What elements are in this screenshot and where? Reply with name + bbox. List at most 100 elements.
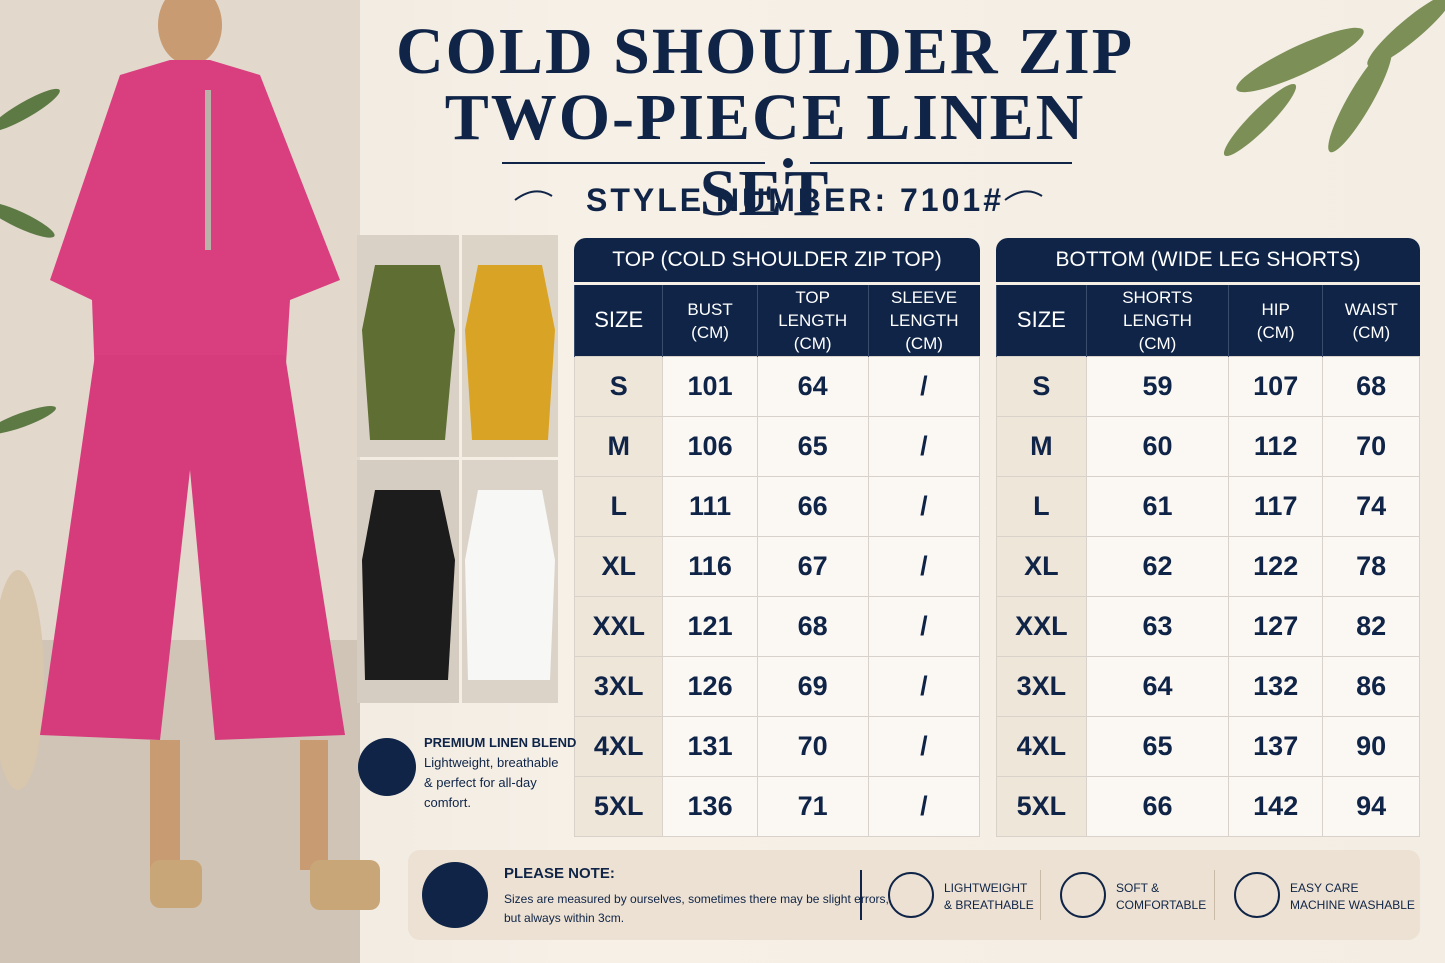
divider bbox=[502, 158, 1072, 201]
size-cell: XXL bbox=[996, 596, 1087, 657]
size-cell: M bbox=[573, 416, 664, 477]
table-title: TOP (COLD SHOULDER ZIP TOP) bbox=[574, 238, 980, 282]
size-table: TOP (COLD SHOULDER ZIP TOP) SIZE BUST (CM) T… bbox=[573, 238, 981, 837]
feature-title: PREMIUM LINEN BLEND bbox=[424, 735, 577, 750]
cell: 142 bbox=[1228, 776, 1324, 837]
badge-text: SOFT & bbox=[1116, 881, 1160, 895]
header-text: BUST bbox=[687, 299, 733, 319]
note-title: PLEASE NOTE: bbox=[504, 865, 615, 882]
badge-text: EASY CARE bbox=[1290, 881, 1359, 895]
badge: LIGHTWEIGHT & BREATHABLE bbox=[944, 880, 1034, 914]
cell: / bbox=[867, 416, 981, 477]
size-table: BOTTOM (WIDE LEG SHORTS) SIZE SHORTS LENGT… bbox=[996, 238, 1420, 837]
cell: 70 bbox=[756, 716, 869, 777]
column-header: SIZE bbox=[996, 285, 1087, 357]
row: 4XL 131 70/ bbox=[573, 716, 981, 777]
column-header: BUST (CM) bbox=[662, 285, 758, 357]
cell: 66 bbox=[756, 476, 869, 537]
size-cell: 5XL bbox=[996, 776, 1087, 837]
cell: / bbox=[867, 716, 981, 777]
feature-icon bbox=[358, 738, 416, 796]
size-cell: 5XL bbox=[573, 776, 664, 837]
cell: 69 bbox=[756, 656, 869, 717]
cell: 86 bbox=[1322, 656, 1420, 717]
row: 5XL 136 71/ bbox=[573, 776, 981, 837]
size-cell: M bbox=[996, 416, 1087, 477]
badge: SOFT & COMFORTABLE bbox=[1116, 880, 1206, 914]
cell: 122 bbox=[1228, 536, 1324, 597]
header-row: SIZE SHORTS LENGTH (CM) HIP (CM) WAIST (CM) bbox=[996, 285, 1420, 357]
separator bbox=[1040, 870, 1041, 920]
cell: 64 bbox=[1085, 656, 1230, 717]
note-line: Sizes are measured by ourselves, sometim… bbox=[504, 892, 889, 906]
row: XL 62 122 78 bbox=[996, 536, 1420, 597]
cell: / bbox=[867, 536, 981, 597]
vase bbox=[0, 570, 44, 790]
size-cell: XL bbox=[996, 536, 1087, 597]
cell: 59 bbox=[1085, 356, 1230, 417]
row: 3XL 126 69/ bbox=[573, 656, 981, 717]
header-text: SLEEVE bbox=[890, 288, 958, 307]
badge-icon bbox=[888, 872, 934, 918]
row: M 106 65/ bbox=[573, 416, 981, 477]
note-icon bbox=[422, 862, 488, 928]
cell: 74 bbox=[1322, 476, 1420, 537]
cell: 82 bbox=[1322, 596, 1420, 657]
header-text: (CM) bbox=[793, 334, 832, 353]
cell: 136 bbox=[662, 776, 758, 837]
badge-text: LIGHTWEIGHT bbox=[944, 881, 1028, 895]
badge: EASY CARE MACHINE WASHABLE bbox=[1290, 880, 1415, 914]
row: 3XL 64 132 86 bbox=[996, 656, 1420, 717]
row: L 111 66/ bbox=[573, 476, 981, 537]
cell: 137 bbox=[1228, 716, 1324, 777]
cell: 107 bbox=[1228, 356, 1324, 417]
badge-text: MACHINE WASHABLE bbox=[1290, 898, 1415, 912]
plant bbox=[0, 88, 60, 434]
badge-icon bbox=[1060, 872, 1106, 918]
size-cell: 4XL bbox=[996, 716, 1087, 777]
cell: 117 bbox=[1228, 476, 1324, 537]
cell: / bbox=[867, 656, 981, 717]
cell: 112 bbox=[1228, 416, 1324, 477]
header-text: TOP LENGTH bbox=[778, 288, 848, 330]
cell: 70 bbox=[1322, 416, 1420, 477]
column-header: SLEEVE LENGTH (CM) bbox=[867, 285, 980, 357]
header-text: LENGTH (CM) bbox=[889, 311, 959, 353]
size-cell: 4XL bbox=[573, 716, 664, 777]
table-title: BOTTOM (WIDE LEG SHORTS) bbox=[996, 238, 1420, 282]
cell: 71 bbox=[756, 776, 869, 837]
cell: 62 bbox=[1085, 536, 1230, 597]
cell: 131 bbox=[662, 716, 758, 777]
header-text: SHORTS LENGTH bbox=[1122, 288, 1193, 330]
row: XL 116 67/ bbox=[573, 536, 981, 597]
cell: 65 bbox=[756, 416, 869, 477]
header-text: SIZE bbox=[1016, 307, 1066, 332]
header-text: WAIST bbox=[1344, 299, 1398, 319]
cell: 116 bbox=[662, 536, 758, 597]
header-text: (CM) bbox=[1352, 322, 1391, 342]
note-text: Sizes are measured by ourselves, sometim… bbox=[504, 890, 889, 928]
title-line: COLD SHOULDER ZIP bbox=[395, 15, 1135, 88]
cell: 106 bbox=[662, 416, 758, 477]
cell: 121 bbox=[662, 596, 758, 657]
cell: 67 bbox=[756, 536, 869, 597]
thumbnails bbox=[357, 235, 558, 703]
table: SIZE SHORTS LENGTH (CM) HIP (CM) WAIST (CM) S 59… bbox=[996, 285, 1420, 837]
cell: 68 bbox=[1322, 356, 1420, 417]
column-header: SIZE bbox=[573, 285, 663, 357]
cell: 63 bbox=[1085, 596, 1230, 657]
feature-text: & perfect for all-day bbox=[424, 775, 537, 790]
badge-text: COMFORTABLE bbox=[1116, 898, 1207, 912]
row: XXL 121 68/ bbox=[573, 596, 981, 657]
cell: 65 bbox=[1085, 716, 1230, 777]
row: M 60 112 70 bbox=[996, 416, 1420, 477]
row: XXL 63 127 82 bbox=[996, 596, 1420, 657]
size-cell: XL bbox=[573, 536, 664, 597]
size-cell: L bbox=[996, 476, 1087, 537]
cell: 78 bbox=[1322, 536, 1420, 597]
cell: / bbox=[867, 596, 981, 657]
note-box: PLEASE NOTE: Sizes are measured by ourse… bbox=[408, 850, 1420, 940]
model bbox=[40, 0, 380, 910]
